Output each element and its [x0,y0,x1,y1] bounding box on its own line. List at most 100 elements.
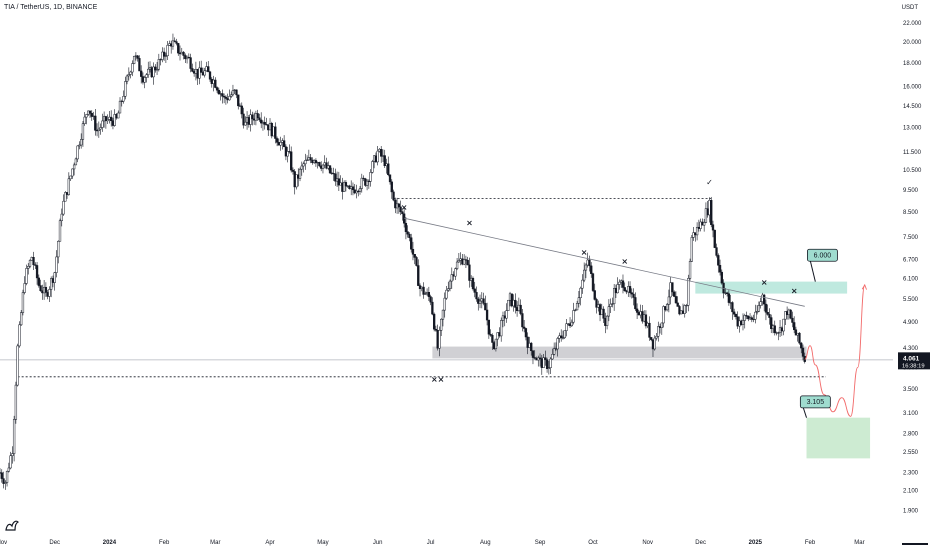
candle-body [687,278,690,306]
candle-body [177,43,180,54]
candle-body [431,301,434,315]
y-tick-label: 6.700 [903,258,919,264]
x-tick-label: Dec [49,540,60,546]
candle-body [572,310,575,323]
candle-body [249,114,252,125]
candle-body [406,231,409,235]
candle-body [471,277,475,290]
candle-body [242,113,245,126]
x-tick-label: Aug [480,540,491,546]
candle-body [318,162,321,167]
candle-body [53,272,56,283]
x-tick-label: Jul [427,540,435,546]
more-options-icon[interactable] [902,541,928,547]
candle-body [244,121,247,126]
candle-body [464,259,468,261]
candle-body [37,277,40,286]
x-tick-label: Dec [695,540,706,546]
candle-body [725,292,729,294]
y-tick-label: 14.500 [903,104,922,110]
x-tick-label: Oct [588,540,598,546]
candle-body [57,241,60,258]
candle-body [793,322,796,331]
candle-body [609,303,612,307]
candle-body [584,264,588,271]
y-tick-label: 5.500 [903,297,919,303]
candle-body [408,233,411,238]
candle-body [715,247,718,256]
chart-title: TIA / TetherUS, 1D, BINANCE [4,4,98,11]
candle-body [260,119,263,124]
candle-body [157,59,160,70]
candle-body [399,206,402,213]
candle-body [763,294,766,305]
candle-body [448,280,452,289]
candle-body [577,297,581,304]
candle-body [560,335,563,338]
y-tick-label: 1.900 [903,509,919,515]
candle-body [507,299,510,311]
candle-body [741,320,745,325]
candle-body [770,317,773,330]
candle-body [505,310,508,319]
candle-body [575,303,579,311]
candle-body [579,287,582,298]
candle-body [304,160,307,165]
candle-body [127,74,130,77]
candle-body [380,149,383,157]
candle-body [773,325,776,333]
candle-body [635,308,639,313]
candle-body [538,357,542,359]
candle-body [533,357,536,359]
candle-body [718,265,722,273]
candle-body [175,41,178,44]
x-tick-label: May [317,540,328,546]
candle-body [80,139,83,146]
y-tick-label: 3.100 [903,411,919,417]
candle-body [613,288,616,304]
candle-body [621,280,625,288]
candle-body [616,284,619,294]
pattern-marker: ×× [431,375,444,384]
candle-body [162,51,166,57]
candle-body [581,279,584,289]
candle-body [618,281,621,285]
candle-body [208,71,212,80]
y-tick-label: 22.000 [903,21,922,27]
candle-body [99,127,102,130]
y-tick-label: 2.300 [903,471,919,477]
candle-body [20,312,23,326]
candle-body [258,117,261,121]
candle-body [145,74,148,78]
candle-body [328,165,332,174]
candle-body [215,87,219,91]
candle-body [152,66,155,78]
candle-body [337,178,340,186]
tradingview-logo-icon [5,520,20,531]
last-price-badge [898,352,930,370]
candle-body [35,265,39,279]
candle-body [404,222,408,232]
x-tick-label: Jun [373,540,383,546]
candle-body [140,70,143,77]
candle-body [611,303,614,305]
candle-body [118,100,122,114]
candle-body [314,160,318,164]
candle-body [482,298,485,304]
y-tick-label: 4.900 [903,320,919,326]
candle-body [113,114,116,126]
candle-body [524,328,528,338]
candle-body [39,285,42,291]
y-tick-label: 8.500 [903,210,919,216]
x-tick-label: 2024 [103,540,117,546]
y-tick-label: 13.000 [903,126,922,132]
candle-body [549,358,552,368]
candle-body [485,309,489,321]
candle-body [388,174,392,183]
candle-body [302,163,305,167]
candle-body [21,292,25,313]
candle-body [410,237,413,250]
last-price-value: 4.061 [903,355,920,362]
candle-body [125,75,129,82]
